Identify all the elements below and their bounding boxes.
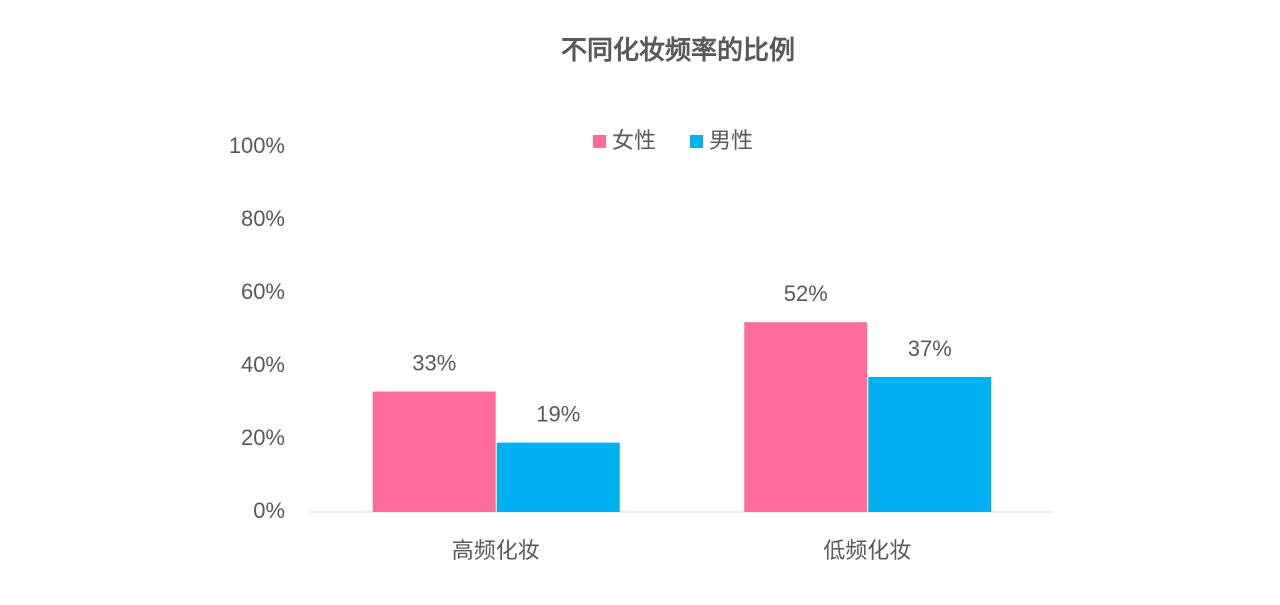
x-tick-label: 高频化妆 bbox=[452, 538, 540, 563]
legend-label: 女性 bbox=[612, 128, 656, 153]
bar bbox=[372, 391, 496, 512]
bar bbox=[744, 322, 868, 512]
chart-title: 不同化妆频率的比例 bbox=[561, 35, 795, 65]
y-tick-label: 40% bbox=[241, 352, 285, 377]
legend-label: 男性 bbox=[709, 128, 753, 153]
y-tick-label: 60% bbox=[241, 279, 285, 304]
legend-swatch bbox=[593, 135, 606, 148]
legend-swatch bbox=[690, 135, 704, 148]
data-label: 33% bbox=[412, 350, 456, 375]
y-tick-label: 0% bbox=[253, 498, 285, 523]
y-tick-label: 100% bbox=[229, 133, 285, 158]
y-tick-label: 20% bbox=[241, 425, 285, 450]
data-label: 37% bbox=[908, 336, 952, 361]
y-tick-label: 80% bbox=[241, 206, 285, 231]
data-label: 19% bbox=[536, 401, 580, 426]
data-label: 52% bbox=[784, 281, 828, 306]
x-tick-label: 低频化妆 bbox=[823, 538, 911, 563]
bar bbox=[868, 376, 992, 512]
bar bbox=[496, 442, 620, 512]
